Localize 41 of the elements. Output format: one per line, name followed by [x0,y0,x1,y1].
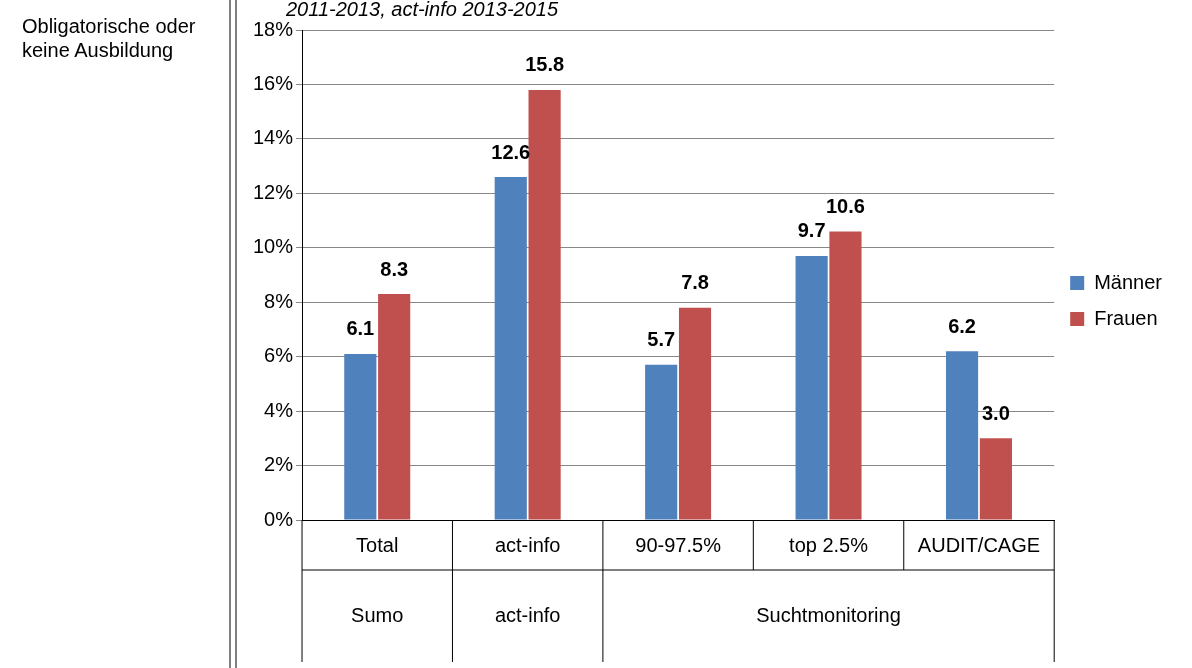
x-tick-label: top 2.5% [789,533,869,556]
x-tick-label: Total [356,533,399,556]
y-tick-label: 2% [264,453,294,476]
y-tick-label: 4% [264,398,294,421]
data-label: 7.8 [681,271,709,294]
x-tick-label: AUDIT/CAGE [917,533,1041,556]
bar [979,438,1012,520]
data-label: 10.6 [825,194,865,217]
x-tick-label: act-info [494,533,561,556]
y-tick-label: 0% [264,507,294,530]
legend-label: Frauen [1094,306,1158,329]
data-label: 15.8 [525,53,565,76]
data-label: 6.1 [346,317,375,340]
y-tick-label: 6% [264,344,294,367]
legend-label: Männer [1094,270,1163,293]
y-tick-label: 18% [253,17,294,40]
bar [829,231,862,520]
y-tick-label: 8% [264,289,294,312]
bar [645,364,678,520]
data-label: 6.2 [948,314,976,337]
y-tick-label: 10% [253,235,294,258]
bar [678,307,712,520]
data-label: 9.7 [797,219,826,242]
text: Sumo [351,603,404,626]
chart-subtitle: 2011-2013, act-info 2013-2015 [285,0,559,20]
data-label: 3.0 [981,401,1010,424]
y-tick-label: 12% [253,180,294,203]
data-label: 8.3 [380,257,409,280]
bar [344,353,377,520]
bar [378,294,411,520]
text: Obligatorische oder keine Ausbildung [22,14,197,62]
bar [528,89,561,520]
bar [795,255,828,520]
y-tick-label: 14% [253,126,294,149]
data-label: 5.7 [647,328,676,351]
text: act-info [494,603,561,626]
x-tick-label: 90-97.5% [635,533,722,556]
y-tick-label: 16% [253,71,294,94]
bar [945,351,979,520]
bar [494,177,527,520]
text: Suchtmonitoring [756,603,901,626]
